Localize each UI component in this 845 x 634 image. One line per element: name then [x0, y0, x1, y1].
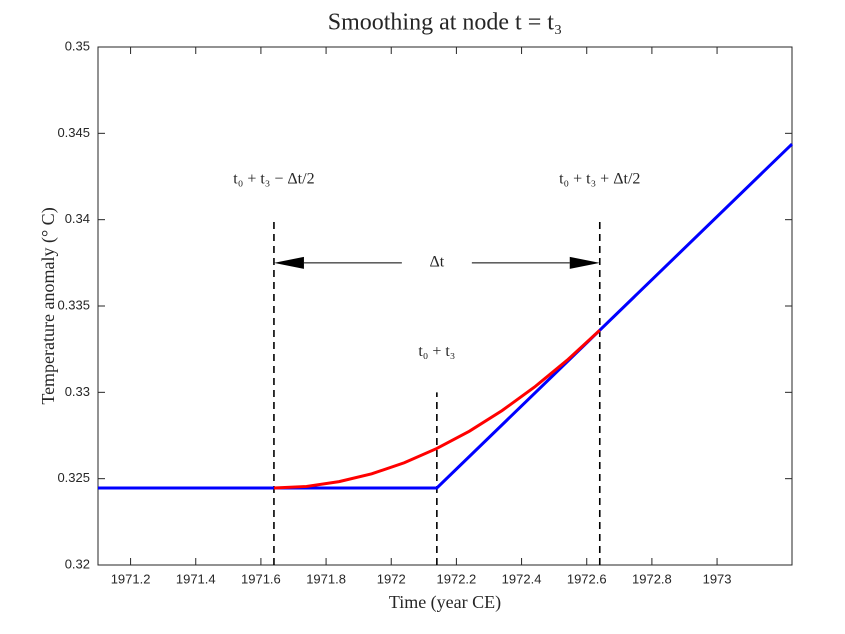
x-tick-label: 1971.8: [306, 571, 346, 586]
x-axis-label: Time (year CE): [389, 592, 501, 613]
x-tick-label: 1973: [703, 571, 732, 586]
arrow-label: Δt: [429, 254, 444, 271]
x-tick-label: 1972: [377, 571, 406, 586]
x-tick-label: 1971.6: [241, 571, 281, 586]
y-tick-label: 0.32: [65, 556, 90, 571]
y-tick-label: 0.345: [57, 125, 90, 140]
y-tick-label: 0.33: [65, 384, 90, 399]
arrow-head: [569, 256, 600, 269]
guide-label: t₀ + t₃ − Δt/2: [233, 170, 314, 187]
arrow-head: [273, 256, 304, 269]
x-tick-label: 1971.4: [176, 571, 216, 586]
x-tick-label: 1972.8: [632, 571, 672, 586]
y-tick-label: 0.35: [65, 38, 90, 53]
x-tick-label: 1972.6: [567, 571, 607, 586]
y-tick-label: 0.325: [57, 470, 90, 485]
chart-title: Smoothing at node t = t₃: [328, 10, 563, 36]
guide-label: t₀ + t₃: [418, 343, 455, 360]
series-line: [273, 329, 601, 490]
series-line: [98, 142, 794, 490]
y-axis-label: Temperature anomaly (° C): [38, 207, 59, 404]
guide-label: t₀ + t₃ + Δt/2: [559, 170, 640, 187]
x-tick-label: 1971.2: [111, 571, 151, 586]
y-tick-label: 0.335: [57, 297, 90, 312]
x-tick-label: 1972.4: [502, 571, 542, 586]
x-tick-label: 1972.2: [437, 571, 477, 586]
y-tick-label: 0.34: [65, 211, 90, 226]
